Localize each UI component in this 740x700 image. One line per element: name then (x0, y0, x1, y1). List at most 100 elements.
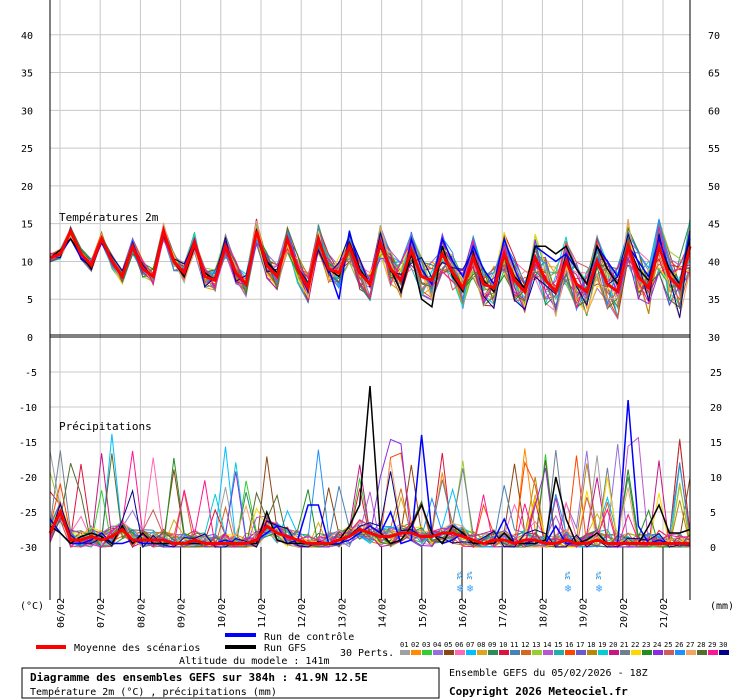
left-unit-label: (°C) (20, 601, 44, 612)
perturbation-legend-swatch (532, 650, 542, 655)
perturbation-legend-label: 06 (455, 641, 463, 649)
left-tick-precip: -5 (25, 368, 37, 379)
perturbation-legend-label: 07 (466, 641, 474, 649)
left-tick-precip: -25 (19, 508, 37, 519)
date-label: 13/02 (337, 598, 348, 628)
date-label: 10/02 (217, 598, 228, 628)
perturbation-legend-label: 14 (543, 641, 551, 649)
right-tick-precip: 0 (710, 543, 716, 554)
perturbation-legend-label: 23 (642, 641, 650, 649)
perturbation-legend-label: 03 (422, 641, 430, 649)
precipitation-panel-label: Précipitations (59, 420, 152, 433)
date-label: 06/02 (56, 598, 67, 628)
perturbation-legend-label: 28 (697, 641, 705, 649)
perturbation-legend-label: 27 (686, 641, 694, 649)
left-tick-temp: 20 (21, 182, 33, 193)
right-tick-temp: 60 (708, 106, 720, 117)
perturbation-legend-label: 05 (444, 641, 452, 649)
date-label: 15/02 (418, 598, 429, 628)
perturbation-legend-label: 04 (433, 641, 441, 649)
right-tick-temp: 35 (708, 295, 720, 306)
snowflake-icon: ❄ (457, 582, 464, 595)
perturbation-legend-swatch (466, 650, 476, 655)
snow-probability-markers: 3%❄3%❄3%❄3%❄ (456, 571, 603, 595)
legend-gfs-label: Run GFS (264, 643, 306, 654)
date-label: 09/02 (177, 598, 188, 628)
left-tick-temp: 15 (21, 220, 33, 231)
perturbation-legend-label: 30 (719, 641, 727, 649)
right-tick-temp: 70 (708, 31, 720, 42)
snow-probability-label: 3% (564, 571, 572, 580)
left-tick-precip: -15 (19, 438, 37, 449)
temperature-panel-label: Températures 2m (59, 211, 159, 224)
perturbation-legend-label: 12 (521, 641, 529, 649)
snowflake-icon: ❄ (565, 582, 572, 595)
right-tick-temp: 55 (708, 144, 720, 155)
right-tick-temp: 45 (708, 220, 720, 231)
perturbation-legend-swatch (488, 650, 498, 655)
perturbation-legend-label: 17 (576, 641, 584, 649)
perturbation-legend-label: 25 (664, 641, 672, 649)
right-tick-precip: 5 (710, 508, 716, 519)
altitude-label: Altitude du modele : 141m (179, 656, 330, 667)
right-tick-precip: 10 (710, 473, 722, 484)
date-label: 21/02 (659, 598, 670, 628)
date-label: 08/02 (136, 598, 147, 628)
footer-run-info: Ensemble GEFS du 05/02/2026 - 18Z (449, 668, 648, 679)
right-tick-precip: 25 (710, 368, 722, 379)
perturbation-legend-swatch (565, 650, 575, 655)
date-label: 17/02 (498, 598, 509, 628)
perturbation-legend-label: 11 (510, 641, 518, 649)
perturbation-legend-swatch (444, 650, 454, 655)
perturbation-legend-swatch (686, 650, 696, 655)
legend-mean-label: Moyenne des scénarios (74, 642, 200, 654)
perturbation-legend-label: 02 (411, 641, 419, 649)
perturbation-legend-swatch (433, 650, 443, 655)
series-temp-line (49, 225, 692, 295)
right-unit-label: (mm) (710, 601, 734, 612)
date-label: 18/02 (538, 598, 549, 628)
perturbation-legend-swatch (719, 650, 729, 655)
date-label: 12/02 (297, 598, 308, 628)
perturbation-legend-swatch (598, 650, 608, 655)
perturbation-legend-swatch (620, 650, 630, 655)
date-label: 16/02 (458, 598, 469, 628)
perturbation-legend-label: 15 (554, 641, 562, 649)
perturbation-temp-line (49, 226, 691, 308)
chart-frame (49, 0, 691, 600)
perturbation-legend-label: 19 (598, 641, 606, 649)
left-tick-precip: -30 (19, 543, 37, 554)
series-precip-line (49, 385, 691, 545)
perturbation-legend-swatch (675, 650, 685, 655)
perturbation-legend-label: 01 (400, 641, 408, 649)
legend-control-label: Run de contrôle (264, 631, 354, 643)
right-tick-precip: 20 (710, 403, 722, 414)
left-tick-temp: 30 (21, 106, 33, 117)
perturbation-legend-swatch (653, 650, 663, 655)
footer-title: Diagramme des ensembles GEFS sur 384h : … (30, 671, 368, 684)
main-series-lines (48, 225, 692, 546)
perturbation-legend-swatch (411, 650, 421, 655)
perturbation-legend-swatch (554, 650, 564, 655)
perturbation-legend-swatch (642, 650, 652, 655)
perturbation-legend-swatch (499, 650, 509, 655)
series-precip-line (48, 508, 690, 546)
perturbation-legend-swatch (510, 650, 520, 655)
perturbation-legend-label: 22 (631, 641, 639, 649)
perturbation-legend: 01 02 03 04 05 06 07 08 09 10 11 12 13 14 15 16 17 18 19 20… (400, 641, 729, 655)
left-tick-precip: -10 (19, 403, 37, 414)
left-tick-precip: -20 (19, 473, 37, 484)
perturbation-legend-swatch (521, 650, 531, 655)
perturbation-legend-swatch (587, 650, 597, 655)
footer-subtitle: Température 2m (°C) , précipitations (mm… (30, 686, 277, 698)
perturbation-legend-label: 13 (532, 641, 540, 649)
left-tick-temp: 5 (27, 295, 33, 306)
date-label: 11/02 (257, 598, 268, 628)
perturbation-legend-swatch (708, 650, 718, 655)
perturbation-legend-label: 16 (565, 641, 573, 649)
date-label: 19/02 (579, 598, 590, 628)
perturbation-legend-label: 20 (609, 641, 617, 649)
date-label: 20/02 (619, 598, 630, 628)
footer-copyright: Copyright 2026 Meteociel.fr (449, 685, 628, 698)
